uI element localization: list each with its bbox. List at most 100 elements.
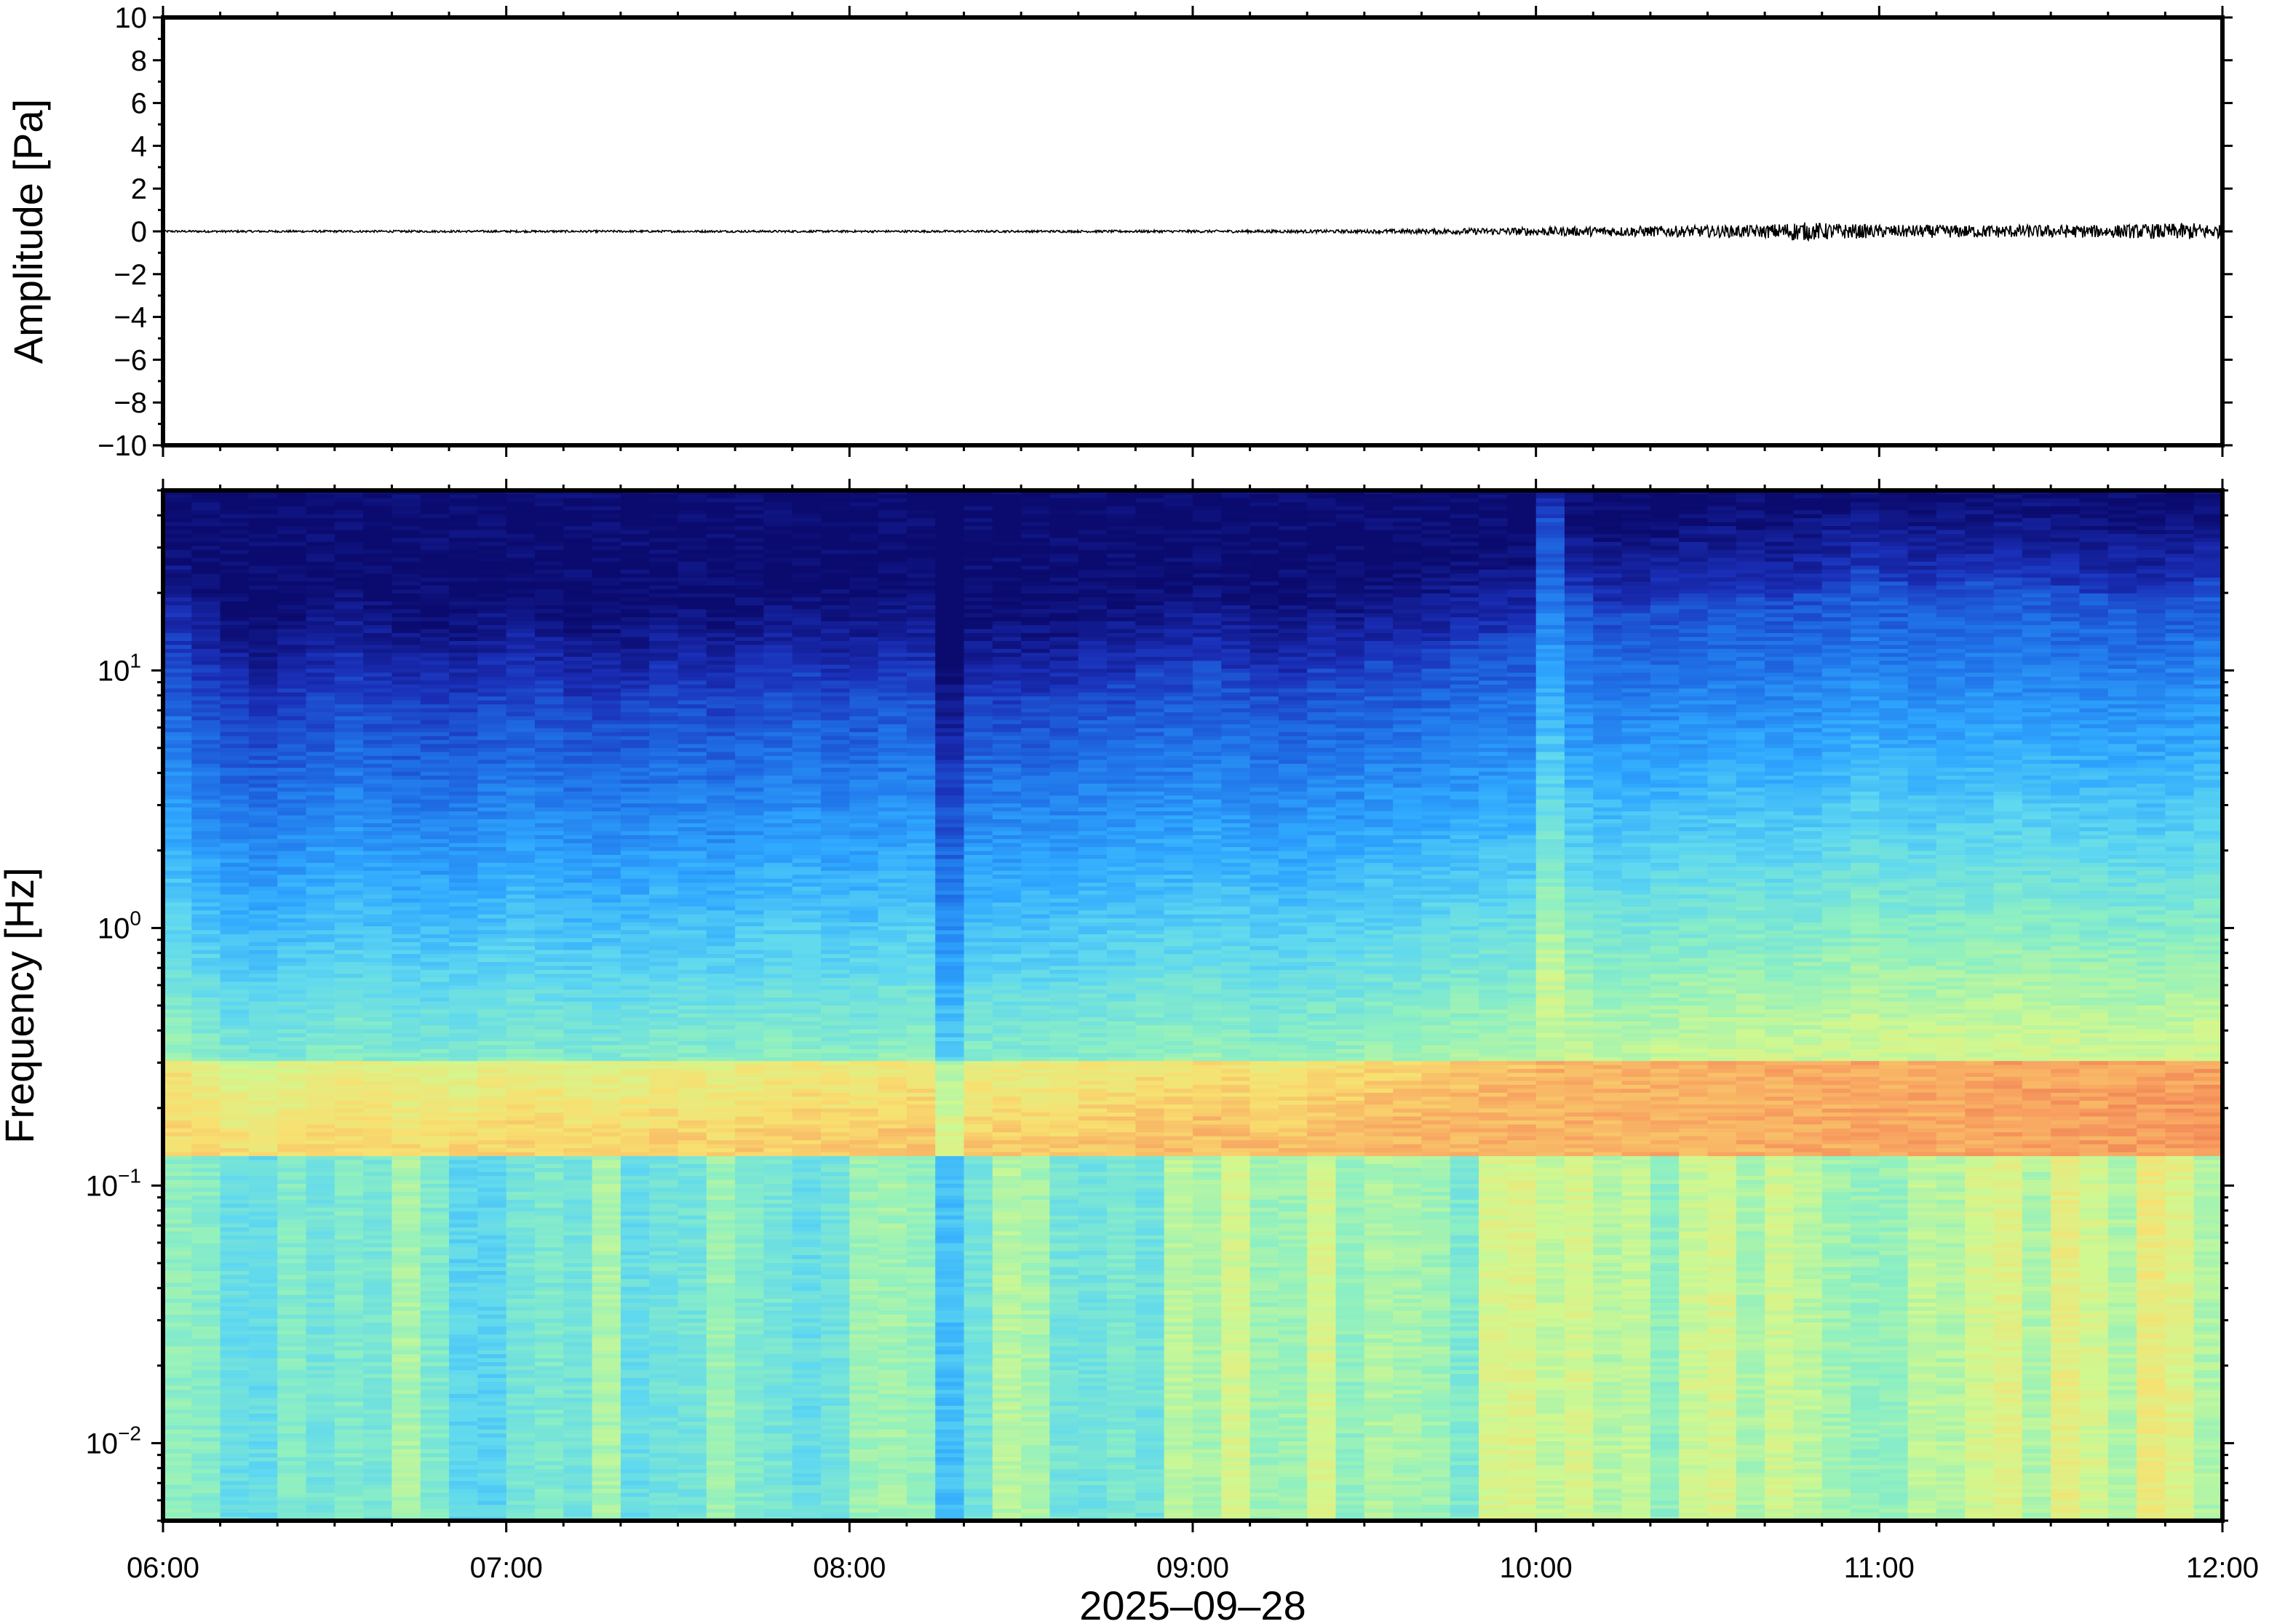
spectrogram-cell	[191, 993, 221, 998]
spectrogram-cell	[334, 1006, 364, 1011]
spectrogram-cell	[220, 1163, 250, 1169]
spectrogram-cell	[363, 1366, 393, 1371]
spectrogram-cell	[592, 557, 621, 562]
spectrogram-cell	[477, 1393, 507, 1398]
spectrogram-cell	[506, 585, 536, 590]
spectrogram-cell	[563, 776, 593, 781]
spectrogram-cell	[563, 1385, 593, 1391]
spectrogram-cell	[191, 1374, 221, 1379]
spectrogram-cell	[220, 768, 250, 773]
spectrogram-cell	[220, 1326, 250, 1332]
spectrogram-cell	[220, 776, 250, 781]
spectrogram-cell	[191, 1461, 221, 1466]
spectrogram-cell	[506, 1437, 536, 1442]
spectrogram-cell	[220, 1168, 250, 1173]
spectrogram-cell	[592, 605, 621, 610]
spectrogram-cell	[306, 891, 335, 896]
spectrogram-cell	[534, 910, 565, 915]
spectrogram-cell	[220, 1021, 250, 1027]
spectrogram-cell	[420, 1096, 450, 1102]
spectrogram-cell	[534, 684, 565, 690]
spectrogram-cell	[477, 577, 507, 583]
spectrogram-cell	[506, 1080, 536, 1086]
spectrogram-cell	[392, 969, 421, 975]
spectrogram-cell	[592, 712, 621, 717]
spectrogram-heatmap	[163, 490, 2222, 1521]
spectrogram-cell	[649, 875, 679, 880]
spectrogram-cell	[592, 894, 621, 899]
spectrogram-cell	[220, 633, 250, 638]
spectrogram-cell	[420, 533, 450, 539]
spectrogram-cell	[592, 1136, 621, 1141]
spectrogram-cell	[420, 819, 450, 824]
spectrogram-cell	[534, 1393, 565, 1398]
spectrogram-cell	[220, 692, 250, 697]
spectrogram-cell	[477, 1484, 507, 1490]
spectrogram-cell	[277, 902, 307, 907]
spectrogram-cell	[277, 1132, 307, 1137]
spectrogram-cell	[334, 581, 364, 586]
spectrogram-cell	[649, 1001, 679, 1006]
spectrogram-cell	[677, 1092, 707, 1098]
spectrogram-cell	[449, 1390, 479, 1395]
spectrogram-cell	[506, 906, 536, 912]
spectrogram-cell	[306, 597, 335, 602]
spectrogram-cell	[191, 565, 221, 570]
spectrogram-cell	[392, 791, 421, 797]
spectrogram-cell	[449, 704, 479, 709]
spectrogram-cell	[649, 993, 679, 998]
spectrogram-cell	[620, 569, 650, 575]
spectrogram-cell	[363, 886, 393, 891]
spectrogram-cell	[334, 990, 364, 995]
spectrogram-cell	[392, 510, 421, 515]
spectrogram-cell	[191, 692, 221, 697]
spectrogram-cell	[163, 1017, 193, 1022]
spectrogram-cell	[220, 1492, 250, 1498]
spectrogram-cell	[363, 1163, 393, 1169]
spectrogram-cell	[506, 827, 536, 832]
spectrogram-cell	[677, 490, 707, 495]
spectrogram-cell	[477, 1358, 507, 1363]
spectrogram-cell	[334, 843, 364, 848]
spectrogram-cell	[248, 962, 279, 967]
spectrogram-cell	[477, 506, 507, 512]
spectrogram-cell	[277, 676, 307, 682]
spectrogram-cell	[620, 811, 650, 816]
spectrogram-cell	[420, 1306, 450, 1312]
spectrogram-cell	[277, 827, 307, 832]
spectrogram-cell	[392, 533, 421, 539]
spectrogram-cell	[534, 1350, 565, 1356]
spectrogram-cell	[334, 1374, 364, 1379]
spectrogram-cell	[392, 934, 421, 939]
spectrogram-cell	[563, 1306, 593, 1312]
spectrogram-cell	[363, 1377, 393, 1383]
spectrogram-cell	[649, 744, 679, 749]
spectrogram-cell	[620, 518, 650, 523]
spectrogram-cell	[449, 946, 479, 951]
spectrogram-cell	[506, 1203, 536, 1209]
spectrogram-cell	[306, 954, 335, 959]
spectrogram-cell	[420, 490, 450, 495]
spectrogram-cell	[277, 1338, 307, 1343]
spectrogram-cell	[306, 696, 335, 701]
spectrogram-cell	[534, 676, 565, 682]
spectrogram-cell	[592, 1291, 621, 1296]
spectrogram-cell	[334, 926, 364, 931]
spectrogram-cell	[248, 867, 279, 872]
spectrogram-cell	[563, 1116, 593, 1121]
spectrogram-cell	[449, 573, 479, 578]
spectrogram-cell	[620, 708, 650, 713]
spectrogram-cell	[477, 1286, 507, 1291]
spectrogram-cell	[420, 902, 450, 907]
spectrogram-cell	[620, 510, 650, 515]
spectrogram-cell	[163, 562, 193, 567]
spectrogram-cell	[563, 1227, 593, 1233]
spectrogram-cell	[449, 1088, 479, 1094]
spectrogram-cell	[677, 771, 707, 776]
spectrogram-cell	[563, 811, 593, 816]
spectrogram-cell	[248, 557, 279, 562]
spectrogram-cell	[163, 1203, 193, 1209]
spectrogram-cell	[592, 1377, 621, 1383]
spectrogram-cell	[163, 1338, 193, 1343]
